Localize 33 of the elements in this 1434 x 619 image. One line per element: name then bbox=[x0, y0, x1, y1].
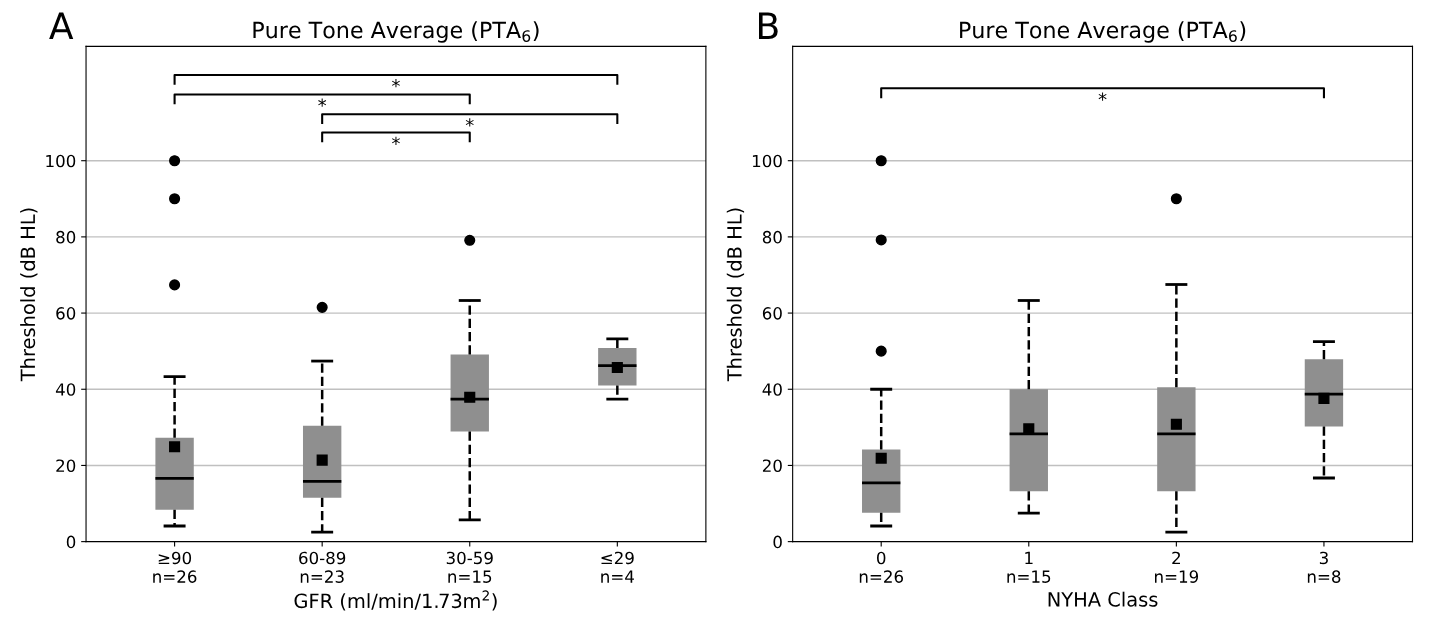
annotation: * bbox=[1098, 92, 1107, 101]
y-tick-label: 40 bbox=[55, 383, 76, 396]
y-tick-label: 20 bbox=[56, 459, 76, 473]
x-tick-label: 60-89 n=23 bbox=[299, 551, 346, 583]
y-tick-label: 100 bbox=[46, 154, 76, 168]
x-tick-label: ≥90 n=26 bbox=[153, 551, 197, 583]
annotation: * bbox=[391, 136, 400, 145]
x-tick-label: 1 n=15 bbox=[1007, 551, 1051, 583]
y-axis-title: Threshold (dB HL) bbox=[20, 208, 38, 382]
chart-title: Pure Tone Average (PTA$_{6}$) bbox=[253, 21, 539, 43]
y-tick-label: 20 bbox=[762, 459, 782, 473]
x-tick-label: 30-59 n=15 bbox=[446, 551, 493, 583]
x-tick-label: ≤29 n=4 bbox=[601, 551, 634, 583]
x-tick-label: 2 n=19 bbox=[1155, 551, 1199, 583]
text: A bbox=[49, 12, 74, 39]
x-axis-title: GFR (ml/min/1.73m$^{2}$) bbox=[294, 590, 497, 611]
chart-title: Pure Tone Average (PTA$_{6}$) bbox=[960, 21, 1246, 43]
y-tick-label: 80 bbox=[762, 230, 782, 244]
x-axis-title: NYHA Class bbox=[1048, 591, 1158, 607]
annotation: * bbox=[318, 98, 327, 107]
x-tick-label: 0 n=26 bbox=[859, 551, 904, 583]
y-tick-label: 40 bbox=[762, 383, 782, 396]
y-tick-label: 0 bbox=[66, 535, 76, 549]
x-tick-label: 3 n=8 bbox=[1307, 551, 1341, 583]
text: B bbox=[759, 12, 778, 39]
annotation: * bbox=[391, 79, 400, 88]
y-tick-label: 60 bbox=[56, 307, 76, 320]
y-tick-label: 100 bbox=[752, 154, 782, 168]
y-tick-label: 80 bbox=[56, 230, 76, 244]
annotation: * bbox=[465, 118, 474, 127]
y-tick-label: 0 bbox=[773, 535, 782, 549]
y-tick-label: 60 bbox=[762, 307, 782, 320]
y-axis-title: Threshold (dB HL) bbox=[726, 208, 745, 382]
